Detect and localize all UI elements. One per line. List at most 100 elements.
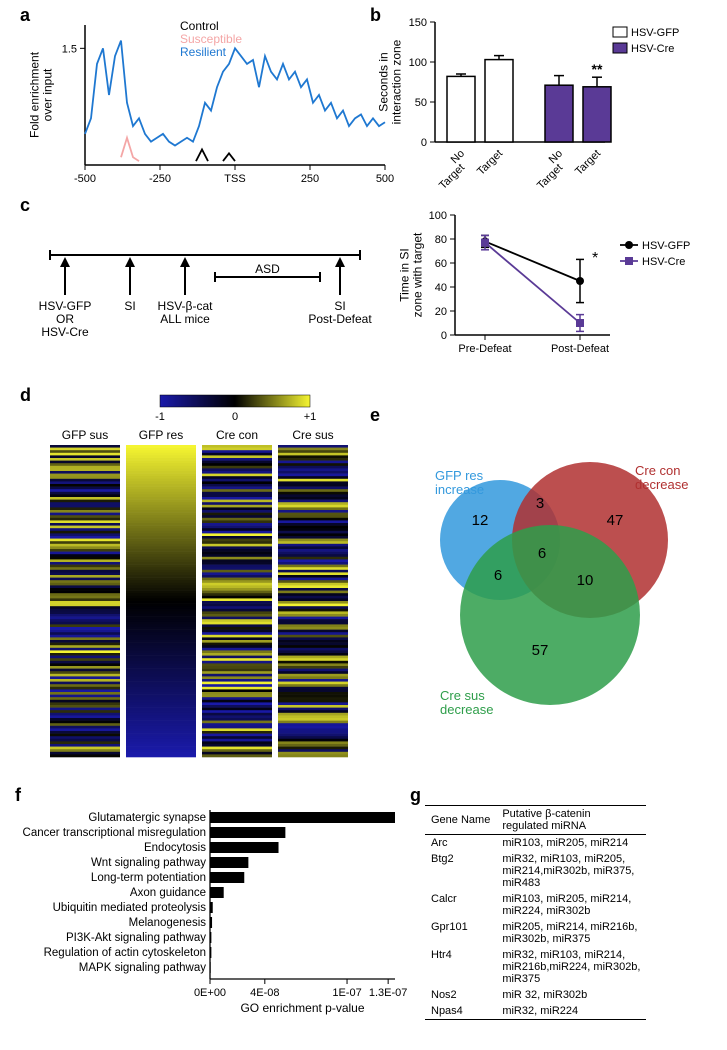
panel-d-label: d (20, 385, 31, 406)
panel-a-label: a (20, 5, 30, 26)
svg-text:+1: +1 (304, 411, 317, 423)
svg-text:MAPK signaling pathway: MAPK signaling pathway (79, 962, 206, 974)
svg-text:Long-term potentiation: Long-term potentiation (91, 872, 206, 884)
svg-text:PI3K-Akt signaling pathway: PI3K-Akt signaling pathway (66, 932, 206, 944)
svg-text:ASD: ASD (255, 262, 280, 276)
svg-text:Cancer transcriptional misregu: Cancer transcriptional misregulation (23, 827, 206, 839)
svg-text:GFP res: GFP res (435, 468, 484, 483)
table-row: Npas4miR32, miR224 (425, 1003, 646, 1020)
svg-text:60: 60 (435, 258, 447, 270)
panel-c: c ASDHSV-GFPORHSV-CreSIHSV-β-catALL mice… (30, 200, 710, 380)
panel-d-heatmap: -1 0 +1 GFP sus GFP res Cre con Cre sus (30, 390, 370, 770)
svg-text:Regulation of actin cytoskelet: Regulation of actin cytoskeleton (44, 947, 206, 959)
svg-text:20: 20 (435, 306, 447, 318)
svg-text:SI: SI (334, 299, 345, 313)
svg-text:Target: Target (573, 148, 603, 178)
panel-e: e GFP resincreaseCre condecreaseCre susd… (380, 430, 710, 710)
table-header: Gene Name (425, 806, 496, 835)
svg-text:Axon guidance: Axon guidance (130, 887, 206, 899)
svg-text:100: 100 (409, 57, 427, 69)
svg-text:250: 250 (301, 173, 319, 185)
svg-text:Target: Target (475, 148, 505, 178)
panel-b-chart: 050100150Seconds ininteraction zone**NoT… (380, 10, 710, 190)
svg-text:1.3E-07: 1.3E-07 (369, 987, 408, 999)
svg-text:Resilient: Resilient (180, 45, 227, 59)
svg-text:Fold enrichment: Fold enrichment (28, 51, 42, 138)
svg-text:GFP res: GFP res (139, 428, 183, 442)
table-row: CalcrmiR103, miR205, miR214,miR224, miR3… (425, 891, 646, 919)
svg-text:HSV-Cre: HSV-Cre (642, 256, 685, 268)
svg-text:increase: increase (435, 482, 484, 497)
svg-text:0: 0 (421, 137, 427, 149)
table-row: Btg2miR32, miR103, miR205,miR214,miR302b… (425, 851, 646, 891)
panel-f-chart: Glutamatergic synapse Cancer transcriptio… (15, 790, 405, 1030)
svg-text:-500: -500 (74, 173, 96, 185)
svg-text:HSV-Cre: HSV-Cre (41, 325, 89, 339)
svg-text:SI: SI (124, 299, 135, 313)
panel-a-chart: -500-250TSS2505001.5Fold enrichmentover … (30, 10, 360, 190)
panel-f-label: f (15, 785, 21, 806)
svg-text:100: 100 (429, 210, 447, 222)
svg-text:4E-08: 4E-08 (250, 987, 279, 999)
svg-text:zone with target: zone with target (411, 232, 425, 317)
svg-text:Cre sus: Cre sus (292, 428, 333, 442)
svg-text:over input: over input (41, 68, 55, 121)
svg-text:Target: Target (535, 162, 565, 192)
table-row: Nos2miR 32, miR302b (425, 987, 646, 1003)
svg-text:0: 0 (441, 330, 447, 342)
svg-text:Seconds in: Seconds in (377, 52, 391, 111)
table-row: Gpr101miR205, miR214, miR216b,miR302b, m… (425, 919, 646, 947)
svg-text:6: 6 (538, 545, 546, 562)
svg-text:150: 150 (409, 17, 427, 29)
svg-text:6: 6 (494, 567, 502, 584)
svg-text:-250: -250 (149, 173, 171, 185)
svg-text:OR: OR (56, 312, 74, 326)
svg-text:Post-Defeat: Post-Defeat (551, 343, 609, 355)
svg-text:HSV-β-cat: HSV-β-cat (158, 299, 214, 313)
svg-text:57: 57 (532, 642, 549, 659)
svg-text:GFP sus: GFP sus (62, 428, 108, 442)
panel-e-label: e (370, 405, 380, 426)
panel-c-label: c (20, 195, 30, 216)
svg-text:Wnt signaling pathway: Wnt signaling pathway (91, 857, 206, 869)
svg-text:47: 47 (607, 512, 624, 529)
panel-c-content: ASDHSV-GFPORHSV-CreSIHSV-β-catALL miceSI… (30, 200, 710, 380)
svg-text:TSS: TSS (224, 173, 245, 185)
svg-text:1.5: 1.5 (62, 43, 77, 55)
svg-text:Pre-Defeat: Pre-Defeat (458, 343, 511, 355)
panel-g-table-wrap: Gene NamePutative β-cateninregulated miR… (425, 805, 646, 1020)
svg-text:decrease: decrease (440, 702, 493, 717)
svg-text:Glutamatergic synapse: Glutamatergic synapse (88, 812, 206, 824)
svg-text:GO enrichment p-value: GO enrichment p-value (240, 1001, 364, 1015)
svg-text:*: * (592, 250, 598, 267)
svg-text:Control: Control (180, 19, 219, 33)
panel-g-label: g (410, 785, 421, 806)
svg-text:12: 12 (472, 512, 489, 529)
table-row: Htr4miR32, miR103, miR214,miR216b,miR224… (425, 947, 646, 987)
svg-text:HSV-Cre: HSV-Cre (631, 43, 674, 55)
svg-text:Cre con: Cre con (216, 428, 258, 442)
svg-text:Ubiquitin mediated proteolysis: Ubiquitin mediated proteolysis (53, 902, 207, 914)
svg-text:0: 0 (232, 411, 238, 423)
svg-text:1E-07: 1E-07 (332, 987, 361, 999)
panel-g: g Gene NamePutative β-cateninregulated m… (415, 790, 715, 1030)
svg-text:Cre sus: Cre sus (440, 688, 485, 703)
svg-text:50: 50 (415, 97, 427, 109)
svg-text:HSV-GFP: HSV-GFP (642, 240, 690, 252)
panel-f: f Glutamatergic synapseCancer transcript… (15, 790, 405, 1030)
svg-text:Cre con: Cre con (635, 463, 681, 478)
table-row: ArcmiR103, miR205, miR214 (425, 835, 646, 852)
panel-b-label: b (370, 5, 381, 26)
svg-text:**: ** (592, 61, 603, 77)
panel-g-table: Gene NamePutative β-cateninregulated miR… (425, 805, 646, 1020)
svg-text:interaction zone: interaction zone (390, 39, 404, 124)
svg-text:40: 40 (435, 282, 447, 294)
svg-text:3: 3 (536, 495, 544, 512)
svg-text:decrease: decrease (635, 477, 688, 492)
svg-text:Susceptible: Susceptible (180, 32, 242, 46)
svg-text:-1: -1 (155, 411, 165, 423)
panel-b: b 050100150Seconds ininteraction zone**N… (380, 10, 710, 190)
panel-d: d -10+1GFP susGFP resCre conCre sus (30, 390, 360, 770)
svg-text:ALL mice: ALL mice (160, 312, 210, 326)
svg-text:0E+00: 0E+00 (194, 987, 226, 999)
